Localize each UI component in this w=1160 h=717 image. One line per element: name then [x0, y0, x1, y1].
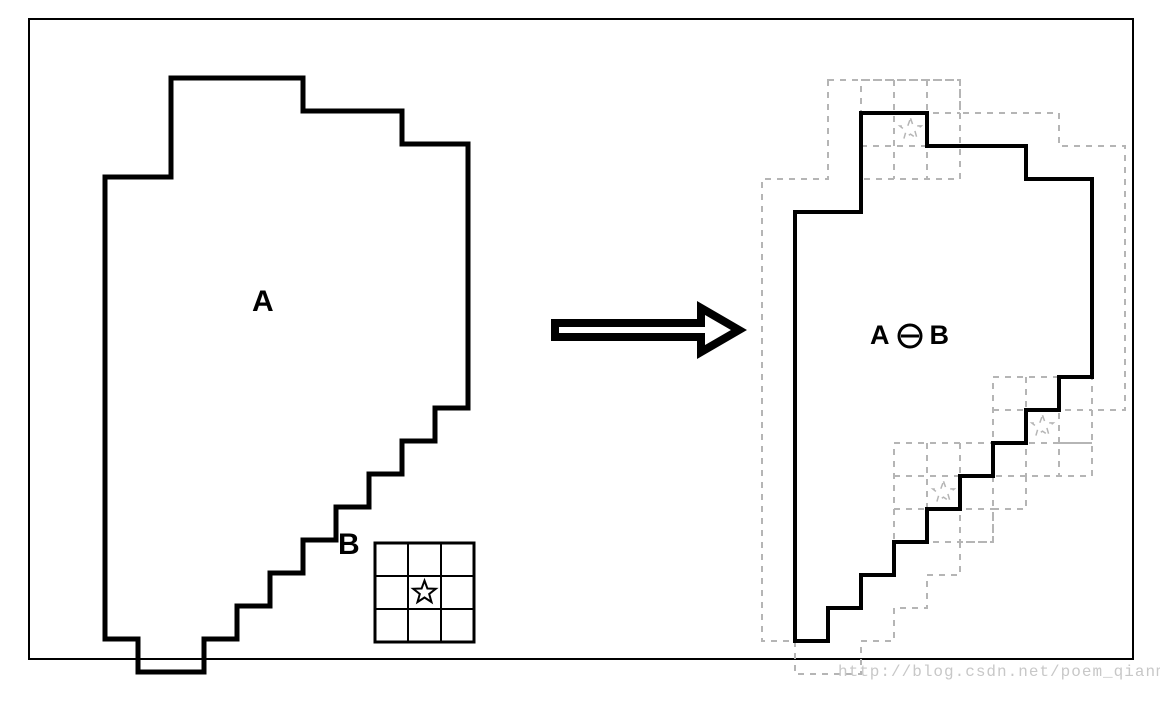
label-a-erode-b: A B — [870, 320, 949, 351]
watermark: http://blog.csdn.net/poem_qianmo — [838, 663, 1160, 681]
arrow-icon — [545, 298, 749, 362]
ominus-icon — [896, 322, 924, 350]
label-a-erode-b-a: A — [870, 320, 890, 351]
label-a: A — [252, 285, 274, 319]
erosion-result — [752, 70, 1160, 717]
label-b: B — [338, 528, 360, 562]
structuring-element-b — [372, 540, 477, 645]
label-a-erode-b-b: B — [930, 320, 950, 351]
